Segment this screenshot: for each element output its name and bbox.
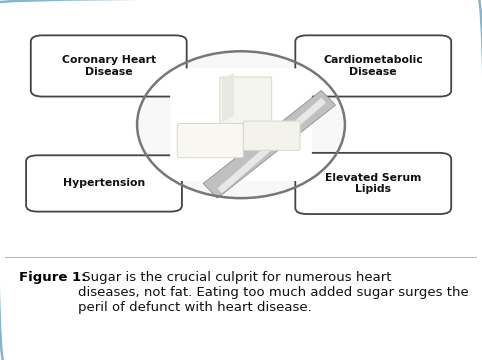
Text: Figure 1:: Figure 1: [19, 271, 86, 284]
Text: Coronary Heart
Disease: Coronary Heart Disease [62, 55, 156, 77]
FancyBboxPatch shape [177, 123, 243, 158]
Ellipse shape [137, 51, 345, 198]
FancyBboxPatch shape [243, 121, 300, 150]
FancyBboxPatch shape [220, 77, 272, 123]
Text: Elevated Serum
Lipids: Elevated Serum Lipids [325, 173, 421, 194]
FancyBboxPatch shape [295, 153, 451, 214]
FancyBboxPatch shape [295, 35, 451, 96]
Polygon shape [222, 73, 234, 122]
FancyBboxPatch shape [31, 35, 187, 96]
Text: Hypertension: Hypertension [63, 179, 145, 188]
Text: Cardiometabolic
Disease: Cardiometabolic Disease [323, 55, 423, 77]
Polygon shape [217, 98, 326, 193]
Text: Sugar is the crucial culprit for numerous heart
diseases, not fat. Eating too mu: Sugar is the crucial culprit for numerou… [78, 271, 469, 314]
Polygon shape [203, 90, 335, 198]
FancyBboxPatch shape [170, 68, 312, 181]
FancyBboxPatch shape [26, 155, 182, 212]
